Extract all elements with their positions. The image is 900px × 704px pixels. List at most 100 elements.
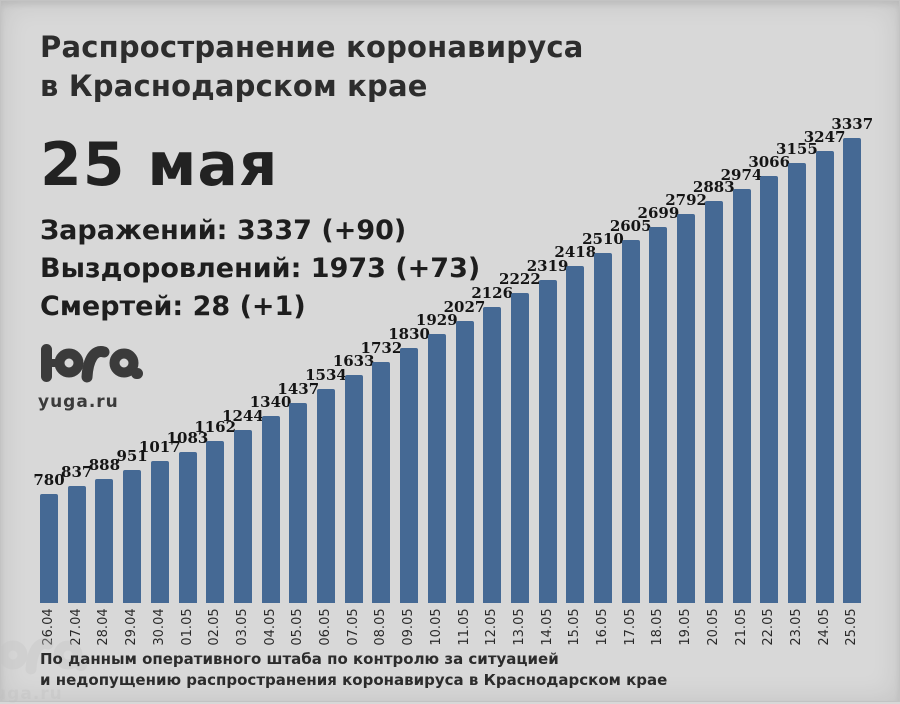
x-tick-label: 25.05	[844, 608, 860, 646]
bar-value-label: 2883	[692, 178, 735, 196]
source-note-line-2: и недопущению распространения коронавиру…	[40, 671, 668, 689]
bar-value-label: 3066	[748, 153, 791, 171]
x-tick-label: 29.04	[124, 608, 140, 646]
x-tick-label: 05.05	[290, 608, 306, 646]
x-tick-label: 20.05	[705, 608, 721, 646]
bar	[760, 176, 779, 603]
x-tick-label: 06.05	[318, 608, 333, 646]
bar-value-label: 780	[33, 471, 65, 489]
bar	[317, 389, 335, 603]
bar	[123, 470, 142, 603]
bar	[815, 151, 834, 603]
x-tick-label: 16.05	[595, 608, 610, 646]
bar	[400, 348, 419, 603]
bar-value-label: 888	[88, 456, 121, 474]
bar-value-label: 2319	[526, 257, 569, 275]
bar	[787, 163, 806, 603]
bar	[261, 416, 280, 603]
bar-value-label: 951	[116, 447, 148, 465]
date-heading: 25 мая	[40, 130, 279, 200]
bar	[732, 189, 751, 603]
x-tick-label: 03.05	[234, 608, 250, 646]
x-tick-label: 15.05	[567, 608, 583, 646]
x-tick-label: 24.05	[816, 608, 832, 646]
x-tick-label: 21.05	[733, 608, 749, 646]
bar	[510, 293, 529, 603]
bar-value-label: 1633	[332, 352, 375, 370]
bar-value-label: 1534	[305, 366, 347, 384]
bar	[704, 201, 723, 603]
stat-deaths: Смертей: 28 (+1)	[40, 291, 306, 322]
bar-value-label: 1162	[194, 418, 237, 436]
bar-value-label: 3155	[776, 140, 818, 158]
bar	[40, 494, 58, 603]
x-tick-label: 27.04	[68, 608, 84, 646]
bar-value-label: 837	[61, 463, 93, 481]
bar-value-label: 2418	[554, 243, 597, 261]
bar	[427, 334, 446, 603]
bar	[483, 307, 502, 603]
bar	[233, 430, 252, 603]
bar	[538, 280, 557, 603]
title-line-2: в Краснодарском крае	[40, 69, 428, 103]
yuga-logo-icon	[38, 344, 148, 390]
bar-value-label: 1830	[388, 325, 430, 343]
title-line-1: Распространение коронавируса	[40, 30, 584, 64]
x-tick-label: 26.04	[41, 608, 56, 646]
x-tick-label: 07.05	[345, 608, 361, 646]
bar-value-label: 2510	[582, 230, 624, 248]
stat-recoveries: Выздоровлений: 1973 (+73)	[40, 253, 481, 284]
bar-value-label: 1929	[415, 311, 458, 329]
bar-value-label: 2126	[471, 284, 514, 302]
bar-value-label: 1732	[360, 339, 403, 357]
bar	[344, 375, 363, 603]
bar	[95, 479, 114, 603]
x-tick-label: 08.05	[373, 608, 389, 646]
x-tick-label: 28.04	[96, 608, 112, 646]
x-tick-label: 22.05	[761, 608, 777, 646]
bar-chart: 780 837 888 951 1017 1083 1162 1244 1340 1437 1534…	[33, 0, 874, 603]
bar-value-label: 2027	[443, 298, 486, 316]
bar-value-label: 3337	[831, 115, 874, 133]
x-tick-label: 12.05	[484, 608, 500, 646]
x-tick-label: 17.05	[622, 608, 638, 646]
bar	[67, 486, 86, 603]
x-tick-label: 14.05	[539, 608, 555, 646]
bar-value-label: 2605	[609, 217, 652, 235]
yuga-logo: yuga.ru	[38, 340, 148, 412]
bar-value-label: 1340	[249, 393, 292, 411]
x-tick-label: 13.05	[511, 608, 527, 646]
bar	[566, 266, 585, 603]
bar-value-label: 2974	[720, 166, 763, 184]
bar	[206, 441, 225, 603]
bar	[594, 253, 612, 603]
bar	[843, 138, 862, 603]
x-tick-label: 19.05	[678, 608, 694, 646]
bar-value-label: 1437	[277, 380, 320, 398]
x-tick-label: 02.05	[207, 608, 223, 646]
bar	[621, 240, 640, 603]
page-title: Распространение коронавируса в Краснодар…	[40, 28, 583, 106]
bar	[150, 461, 169, 603]
bar	[289, 403, 308, 603]
bar	[649, 227, 668, 603]
bar-value-label: 3247	[803, 128, 846, 146]
bar-value-label: 2792	[665, 191, 707, 209]
bar-value-label: 1017	[138, 438, 181, 456]
bar	[455, 321, 474, 603]
x-tick-label: 23.05	[788, 608, 804, 646]
source-note: По данным оперативного штаба по контролю…	[40, 649, 667, 691]
yuga-logo-text: yuga.ru	[38, 392, 119, 412]
bar	[677, 214, 696, 603]
source-note-line-1: По данным оперативного штаба по контролю…	[40, 650, 559, 668]
stat-infections: Заражений: 3337 (+90)	[40, 215, 407, 246]
bar	[372, 362, 391, 603]
x-tick-label: 09.05	[401, 608, 417, 646]
x-tick-label: 18.05	[650, 608, 666, 646]
bar-value-label: 2699	[637, 204, 680, 222]
bar	[178, 452, 197, 603]
x-tick-label: 04.05	[262, 608, 278, 646]
x-tick-label: 01.05	[179, 608, 195, 646]
x-tick-label: 10.05	[428, 608, 444, 646]
bar-value-label: 1083	[166, 429, 209, 447]
